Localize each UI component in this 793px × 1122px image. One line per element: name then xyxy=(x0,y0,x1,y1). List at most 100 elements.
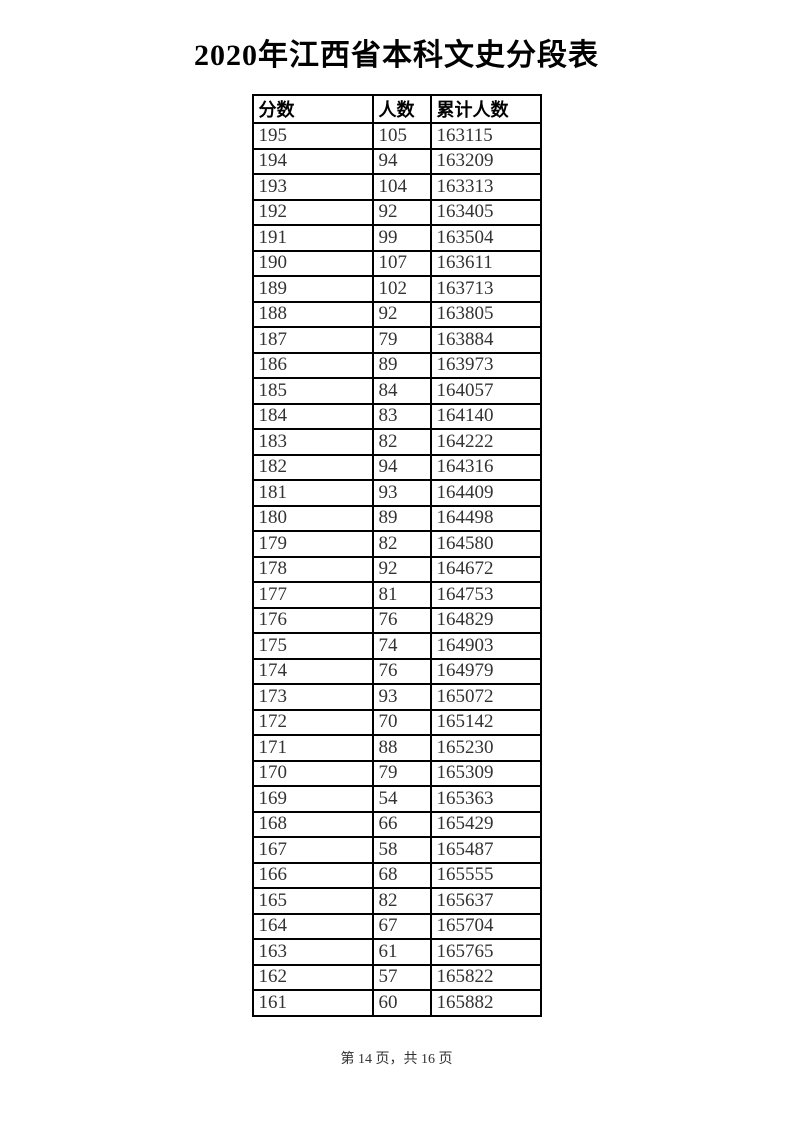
score-cell: 189 xyxy=(251,275,374,303)
score-cell: 193 xyxy=(251,173,374,201)
count-cell: 61 xyxy=(371,938,432,966)
table-row: 171 88 165230 xyxy=(251,734,542,762)
cumulative-cell: 165142 xyxy=(429,708,542,736)
column-header-score: 分数 xyxy=(251,94,374,124)
score-cell: 169 xyxy=(251,785,374,813)
count-cell: 67 xyxy=(371,912,432,940)
score-cell: 161 xyxy=(251,989,374,1017)
cumulative-cell: 165363 xyxy=(429,785,542,813)
score-cell: 174 xyxy=(251,657,374,685)
cumulative-cell: 163805 xyxy=(429,300,542,328)
table-row: 173 93 165072 xyxy=(251,683,542,711)
score-cell: 185 xyxy=(251,377,374,405)
table-row: 185 84 164057 xyxy=(251,377,542,405)
count-cell: 58 xyxy=(371,836,432,864)
count-cell: 57 xyxy=(371,963,432,991)
count-cell: 107 xyxy=(371,249,432,277)
cumulative-cell: 164903 xyxy=(429,632,542,660)
score-cell: 170 xyxy=(251,759,374,787)
score-cell: 182 xyxy=(251,453,374,481)
score-cell: 176 xyxy=(251,606,374,634)
table-row: 195 105 163115 xyxy=(251,122,542,150)
score-cell: 165 xyxy=(251,887,374,915)
count-cell: 93 xyxy=(371,479,432,507)
count-cell: 66 xyxy=(371,810,432,838)
table-row: 188 92 163805 xyxy=(251,300,542,328)
cumulative-cell: 163115 xyxy=(429,122,542,150)
table-row: 193 104 163313 xyxy=(251,173,542,201)
score-cell: 181 xyxy=(251,479,374,507)
score-segment-table: 分数 人数 累计人数 195 105 163115 194 94 163209 193 104… xyxy=(251,94,542,1017)
cumulative-cell: 165429 xyxy=(429,810,542,838)
cumulative-cell: 163313 xyxy=(429,173,542,201)
table-row: 177 81 164753 xyxy=(251,581,542,609)
score-cell: 162 xyxy=(251,963,374,991)
table-row: 175 74 164903 xyxy=(251,632,542,660)
cumulative-cell: 165637 xyxy=(429,887,542,915)
cumulative-cell: 165822 xyxy=(429,963,542,991)
count-cell: 76 xyxy=(371,657,432,685)
cumulative-cell: 164979 xyxy=(429,657,542,685)
score-cell: 175 xyxy=(251,632,374,660)
count-cell: 92 xyxy=(371,198,432,226)
score-cell: 190 xyxy=(251,249,374,277)
score-cell: 177 xyxy=(251,581,374,609)
score-cell: 179 xyxy=(251,530,374,558)
table-row: 172 70 165142 xyxy=(251,708,542,736)
count-cell: 70 xyxy=(371,708,432,736)
table-row: 182 94 164316 xyxy=(251,453,542,481)
table-row: 186 89 163973 xyxy=(251,351,542,379)
table-row: 162 57 165822 xyxy=(251,963,542,991)
count-cell: 99 xyxy=(371,224,432,252)
table-row: 163 61 165765 xyxy=(251,938,542,966)
column-header-count: 人数 xyxy=(371,94,432,124)
count-cell: 102 xyxy=(371,275,432,303)
score-cell: 192 xyxy=(251,198,374,226)
table-header-row: 分数 人数 累计人数 xyxy=(251,94,542,124)
cumulative-cell: 165487 xyxy=(429,836,542,864)
score-cell: 188 xyxy=(251,300,374,328)
cumulative-cell: 163884 xyxy=(429,326,542,354)
score-cell: 172 xyxy=(251,708,374,736)
cumulative-cell: 163209 xyxy=(429,147,542,175)
count-cell: 79 xyxy=(371,759,432,787)
score-cell: 191 xyxy=(251,224,374,252)
table-row: 181 93 164409 xyxy=(251,479,542,507)
score-cell: 178 xyxy=(251,555,374,583)
score-cell: 183 xyxy=(251,428,374,456)
score-cell: 194 xyxy=(251,147,374,175)
cumulative-cell: 164140 xyxy=(429,402,542,430)
table-row: 170 79 165309 xyxy=(251,759,542,787)
cumulative-cell: 165555 xyxy=(429,861,542,889)
cumulative-cell: 164753 xyxy=(429,581,542,609)
count-cell: 92 xyxy=(371,555,432,583)
table-row: 164 67 165704 xyxy=(251,912,542,940)
score-cell: 166 xyxy=(251,861,374,889)
score-cell: 186 xyxy=(251,351,374,379)
cumulative-cell: 164409 xyxy=(429,479,542,507)
cumulative-cell: 165765 xyxy=(429,938,542,966)
count-cell: 94 xyxy=(371,453,432,481)
table-row: 161 60 165882 xyxy=(251,989,542,1017)
table-row: 189 102 163713 xyxy=(251,275,542,303)
table-row: 166 68 165555 xyxy=(251,861,542,889)
cumulative-cell: 165704 xyxy=(429,912,542,940)
table-row: 178 92 164672 xyxy=(251,555,542,583)
table-row: 168 66 165429 xyxy=(251,810,542,838)
cumulative-cell: 164580 xyxy=(429,530,542,558)
table-row: 187 79 163884 xyxy=(251,326,542,354)
table-row: 169 54 165363 xyxy=(251,785,542,813)
score-cell: 180 xyxy=(251,504,374,532)
count-cell: 54 xyxy=(371,785,432,813)
count-cell: 79 xyxy=(371,326,432,354)
table-body: 195 105 163115 194 94 163209 193 104 163313 192 92… xyxy=(251,122,542,1017)
cumulative-cell: 164498 xyxy=(429,504,542,532)
count-cell: 74 xyxy=(371,632,432,660)
score-cell: 195 xyxy=(251,122,374,150)
score-cell: 187 xyxy=(251,326,374,354)
cumulative-cell: 164222 xyxy=(429,428,542,456)
cumulative-cell: 165072 xyxy=(429,683,542,711)
score-cell: 171 xyxy=(251,734,374,762)
table-row: 191 99 163504 xyxy=(251,224,542,252)
